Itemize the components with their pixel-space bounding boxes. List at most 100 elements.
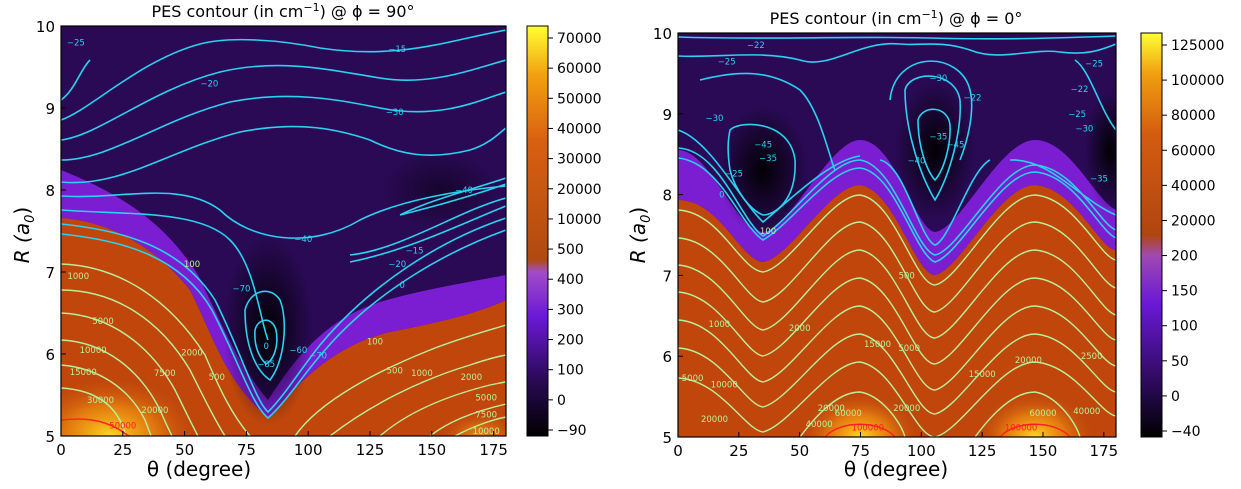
contour-label: 2000 (461, 373, 483, 383)
colorbar-tick-label: 10000 (557, 212, 602, 228)
contour-label: 20000 (141, 406, 168, 416)
contour-label: −30 (386, 108, 404, 118)
panel-1-cool-contours (61, 29, 506, 420)
panel-1-ylabel: R (a0) (10, 207, 38, 263)
colorbar-tick-label: 125000 (1171, 38, 1224, 54)
y-tick-label: 8 (45, 182, 55, 200)
colorbar-tick-label: 40000 (557, 121, 602, 137)
contour-label: 1000 (67, 272, 89, 282)
colorbar-tick-label: 40000 (1171, 178, 1216, 194)
contour-label: 7500 (154, 369, 176, 379)
contour-label: 2500 (1081, 352, 1103, 362)
contour-label: 20000 (701, 415, 728, 425)
panel-1-colorbar (526, 25, 549, 437)
contour-label: −40 (294, 235, 312, 245)
contour-label: −85 (257, 360, 275, 370)
x-tick-label: 150 (418, 441, 447, 459)
panel-2-ylabel: R (a0) (626, 207, 654, 263)
colorbar-tick-label: 20000 (1171, 213, 1216, 229)
x-tick-label: 75 (237, 441, 256, 459)
contour-label: −45 (754, 141, 772, 151)
x-tick-label: 175 (479, 441, 508, 459)
contour-label: 10000 (473, 427, 500, 437)
contour-label: −40 (455, 186, 473, 196)
contour-label: 1000 (411, 369, 433, 379)
x-tick-label: 125 (968, 442, 997, 460)
contour-label: −35 (929, 132, 947, 142)
contour-label: −40 (907, 157, 925, 167)
panel-2-heatmap: −22−25−30−22−25−22−25−30−45−35−45−40−35−… (678, 33, 1116, 437)
colorbar-tick-label: 80000 (1171, 108, 1216, 124)
y-tick-label: 9 (662, 106, 672, 124)
y-tick-label: 6 (662, 348, 672, 366)
panel-1-title: PES contour (in cm−1) @ ϕ = 90° (151, 1, 414, 21)
colorbar-tick-label: 150 (1171, 284, 1198, 300)
contour-label: −25 (1085, 60, 1103, 70)
y-tick-label: 5 (662, 429, 672, 447)
x-tick-label: 100 (907, 442, 936, 460)
contour-label: 500 (209, 373, 225, 383)
panel-phi-90: PES contour (in cm−1) @ ϕ = 90° (10, 1, 602, 481)
colorbar-tick-label: 100000 (1171, 73, 1224, 89)
contour-label: 40000 (1073, 407, 1100, 417)
colorbar-tick-label: −40 (1171, 424, 1201, 440)
contour-label: 5000 (898, 344, 920, 354)
contour-label: 100 (184, 260, 200, 270)
colorbar-tick-label: −90 (557, 423, 587, 439)
contour-label: 100000 (1005, 423, 1037, 433)
y-tick-label: 7 (45, 264, 55, 282)
contour-label: 20000 (818, 404, 845, 414)
x-tick-label: 25 (113, 441, 132, 459)
colorbar-tick-label: 500 (557, 242, 584, 258)
x-tick-label: 50 (175, 441, 194, 459)
contour-label: 7500 (475, 411, 497, 421)
contour-label: −22 (963, 94, 981, 104)
contour-label: 0 (399, 281, 404, 291)
y-tick-label: 9 (45, 100, 55, 118)
contour-label: −20 (200, 79, 218, 89)
panel-2-warm-contours (678, 194, 1116, 437)
colorbar-tick-label: 30000 (557, 152, 602, 168)
contour-label: −45 (946, 141, 964, 151)
colorbar-tick-label: 0 (557, 393, 566, 409)
contour-label: 10000 (711, 380, 738, 390)
contour-label: 5000 (92, 317, 114, 327)
contour-label: −70 (232, 284, 250, 294)
panel-1-frame (60, 25, 507, 437)
colorbar-tick-label: 100 (1171, 319, 1198, 335)
colorbar-tick-label: 20000 (557, 182, 602, 198)
y-tick-label: 10 (653, 25, 672, 43)
colorbar-tick-label: 400 (557, 272, 584, 288)
colorbar-tick-label: 70000 (557, 31, 602, 47)
y-tick-label: 8 (662, 187, 672, 205)
contour-label: 2000 (789, 324, 811, 334)
contour-label: 50000 (109, 421, 136, 431)
contour-label: −25 (67, 38, 85, 48)
contour-label: 5000 (682, 374, 704, 384)
panel-2-colorbar (1140, 32, 1163, 438)
colorbar-tick-label: 60000 (1171, 143, 1216, 159)
contour-label: −70 (309, 352, 327, 362)
contour-label: 40000 (806, 420, 833, 430)
contour-label: 500 (387, 366, 403, 376)
contour-label: 0 (263, 342, 268, 352)
colorbar-tick-label: 200 (557, 333, 584, 349)
contour-label: 10000 (80, 346, 107, 356)
contour-label: −15 (388, 45, 406, 55)
contour-label: −25 (718, 57, 736, 67)
colorbar-tick-label: 50000 (557, 91, 602, 107)
contour-label: 60000 (1029, 409, 1056, 419)
contour-label: −22 (747, 41, 765, 51)
contour-label: −30 (706, 114, 724, 124)
x-tick-label: 0 (673, 442, 683, 460)
x-tick-label: 150 (1029, 442, 1058, 460)
colorbar-tick-label: 200 (1171, 249, 1198, 265)
contour-label: 30000 (87, 396, 114, 406)
panel-1-xlabel: θ (degree) (147, 457, 251, 481)
contour-label: 60000 (835, 409, 862, 419)
y-tick-label: 6 (45, 346, 55, 364)
contour-label: 20000 (893, 404, 920, 414)
colorbar-tick-label: 50 (1171, 354, 1189, 370)
colorbar-tick-label: 300 (557, 302, 584, 318)
